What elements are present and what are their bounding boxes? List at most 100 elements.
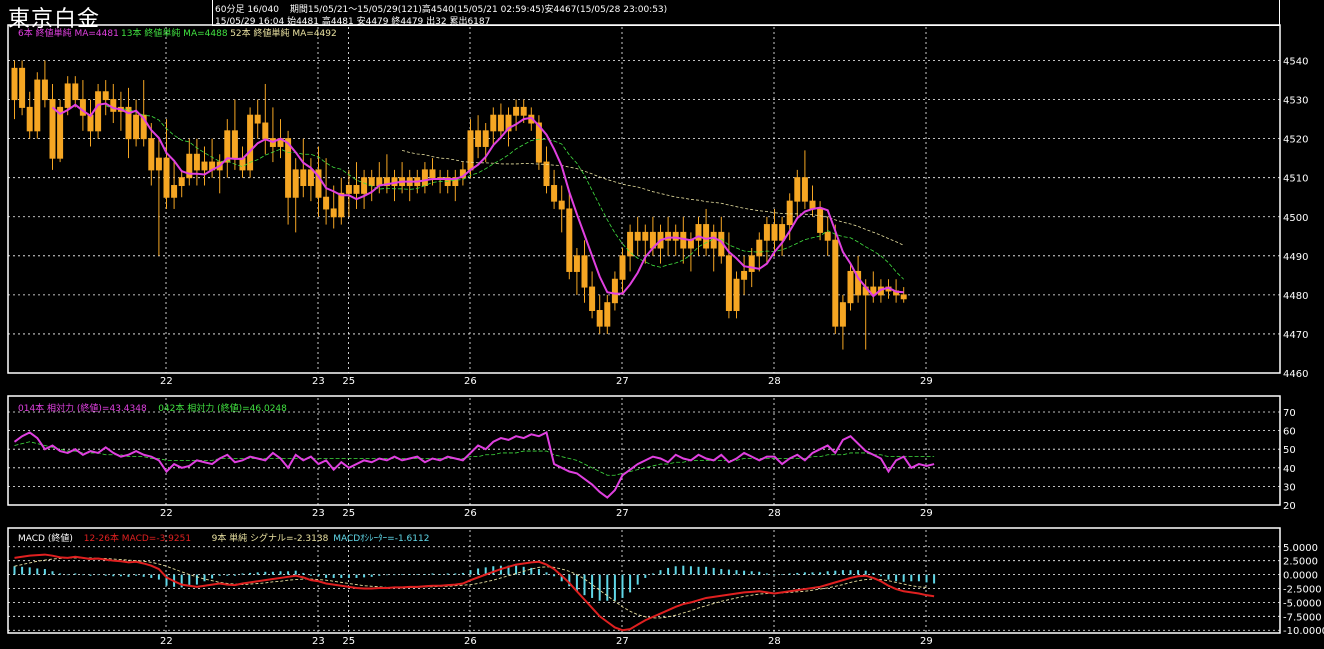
macd-osc-bar xyxy=(705,566,708,575)
macd-osc-bar xyxy=(393,574,396,576)
macd-osc-bar xyxy=(13,566,16,575)
macd-osc-bar xyxy=(423,574,426,575)
macd-osc-bar xyxy=(89,574,92,576)
candle-body xyxy=(490,114,497,132)
candle-body xyxy=(429,169,436,179)
macd-osc-bar xyxy=(743,570,746,575)
x-tick-label: 27 xyxy=(616,636,629,647)
x-tick-label: 29 xyxy=(920,636,933,647)
y-tick-label: 4510 xyxy=(1283,174,1308,185)
y-tick-label: 50 xyxy=(1283,445,1296,456)
macd-osc-bar xyxy=(59,573,62,575)
macd-osc-bar xyxy=(363,574,366,578)
signal-line xyxy=(14,557,927,619)
candle-body xyxy=(779,224,786,241)
macd-osc-bar xyxy=(522,566,525,575)
macd-osc-bar xyxy=(165,574,168,586)
candle-body xyxy=(353,185,360,194)
candle-body xyxy=(573,255,580,272)
macd-osc-bar xyxy=(416,574,419,575)
candle-body xyxy=(771,224,778,241)
x-tick-label: 25 xyxy=(342,376,355,387)
candle-body xyxy=(619,255,626,280)
candle-body xyxy=(171,185,178,198)
macd-osc-bar xyxy=(74,573,77,575)
candle-body xyxy=(801,177,808,202)
legend-entry: 014本 相対力 (終値)=43.4348 xyxy=(18,402,147,414)
candle-body xyxy=(452,177,459,187)
candle-body xyxy=(535,122,542,163)
macd-osc-bar xyxy=(568,574,571,587)
legend-entry: 12-26本 MACD=-3.9251 xyxy=(84,532,191,544)
x-tick-label: 28 xyxy=(768,636,781,647)
candle-body xyxy=(87,114,94,132)
macd-osc-bar xyxy=(644,574,647,578)
macd-osc-bar xyxy=(917,574,920,582)
candle-body xyxy=(41,79,48,101)
candle-body xyxy=(505,114,512,132)
macd-osc-bar xyxy=(560,574,563,582)
x-tick-label: 22 xyxy=(160,636,173,647)
candle-body xyxy=(247,114,254,171)
x-tick-label: 28 xyxy=(768,376,781,387)
macd-osc-bar xyxy=(340,574,343,578)
candle-body xyxy=(19,67,26,108)
ma13-line xyxy=(105,105,904,280)
macd-osc-bar xyxy=(81,574,84,576)
y-tick-label: 4500 xyxy=(1283,213,1308,224)
panel-1: 70 60 50 40 30 20 22 23 25 26 27 28 29 014本 相対力 (終値)=… xyxy=(7,395,1296,519)
macd-osc-bar xyxy=(674,566,677,575)
macd-osc-bar xyxy=(621,574,624,598)
x-tick-label: 27 xyxy=(616,376,629,387)
macd-osc-bar xyxy=(256,572,259,575)
macd-osc-bar xyxy=(575,574,578,592)
candle-body xyxy=(307,169,314,187)
candle-body xyxy=(72,83,79,101)
macd-osc-bar xyxy=(651,573,654,575)
candle-body xyxy=(193,153,200,171)
x-tick-label: 23 xyxy=(312,508,325,519)
x-tick-label: 29 xyxy=(920,376,933,387)
x-tick-label: 25 xyxy=(342,636,355,647)
candle-body xyxy=(79,99,86,116)
macd-osc-bar xyxy=(515,565,518,575)
y-tick-label: 4540 xyxy=(1283,57,1308,68)
macd-osc-bar xyxy=(667,567,670,575)
y-tick-label: -7.5000 xyxy=(1283,612,1322,623)
x-tick-label: 29 xyxy=(920,508,933,519)
macd-osc-bar xyxy=(51,571,54,575)
candle-body xyxy=(323,196,330,210)
macd-osc-bar xyxy=(796,572,799,575)
macd-osc-bar xyxy=(591,574,594,598)
x-tick-label: 25 xyxy=(342,508,355,519)
macd-osc-bar xyxy=(119,574,122,577)
candle-body xyxy=(383,177,390,187)
legend-entry: 9本 単純 シグナル=-2.3138 xyxy=(212,532,329,544)
y-tick-label: 2.5000 xyxy=(1283,557,1318,568)
y-tick-label: 70 xyxy=(1283,408,1296,419)
macd-osc-bar xyxy=(408,574,411,575)
candle-body xyxy=(513,106,520,116)
macd-osc-bar xyxy=(287,571,290,575)
candle-body xyxy=(627,231,634,257)
macd-osc-bar xyxy=(857,570,860,575)
macd-osc-bar xyxy=(765,573,768,575)
y-tick-label: 4470 xyxy=(1283,330,1308,341)
panel-frame xyxy=(7,24,1281,374)
macd-osc-bar xyxy=(325,574,328,578)
y-tick-label: 0.0000 xyxy=(1283,571,1318,582)
macd-osc-bar xyxy=(446,573,449,575)
y-tick-label: 4490 xyxy=(1283,252,1308,263)
panel-0: 4540 4530 4520 4510 4500 4490 4480 4470 4460 22 23… xyxy=(7,24,1308,387)
macd-osc-bar xyxy=(697,566,700,575)
macd-osc-bar xyxy=(811,572,814,575)
panel-frame xyxy=(7,527,1281,634)
candle-body xyxy=(611,278,618,304)
macd-osc-bar xyxy=(279,571,282,575)
macd-osc-bar xyxy=(233,574,236,576)
candle-body xyxy=(817,208,824,233)
candle-body xyxy=(900,294,907,300)
macd-osc-bar xyxy=(401,574,404,575)
macd-osc-bar xyxy=(347,574,350,578)
